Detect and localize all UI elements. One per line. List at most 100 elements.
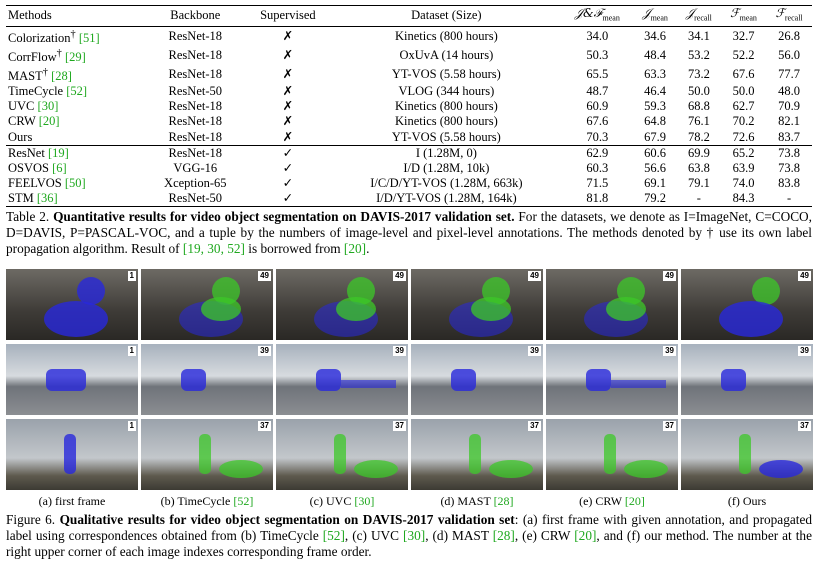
metric-cell: 78.2 <box>687 129 710 144</box>
table-row: TimeCycle [52] ResNet-50 ✗ VLOG (344 hours)… <box>6 84 812 99</box>
mask <box>334 434 346 474</box>
mask <box>354 460 398 478</box>
method-cell: FEELVOS [50] <box>6 176 146 191</box>
mask <box>739 434 751 474</box>
metric-cell: 26.8 <box>778 28 800 43</box>
table-row: OSVOS [6] VGG-16 ✓ I/D (1.28M, 10k) 60.3 56.6… <box>6 161 812 176</box>
metric-cell: 82.1 <box>778 114 800 129</box>
frame-number: 49 <box>258 271 271 281</box>
metric-cell: 69.9 <box>687 145 710 160</box>
result-image: 37 <box>681 419 813 490</box>
header-text: 𝒥 <box>642 6 651 20</box>
caption-span: is borrowed from <box>244 241 344 256</box>
table-row: Ours ResNet-18 ✗ YT-VOS (5.58 hours) 70.3 67.… <box>6 130 812 146</box>
table-caption: Table 2. Quantitative results for video … <box>6 209 812 257</box>
caption-span: : (a) first frame with given annotation,… <box>6 512 813 543</box>
result-image: 39 <box>276 344 408 415</box>
frame-number: 37 <box>393 421 406 431</box>
segmentation-overlay <box>199 434 263 478</box>
citation: [29] <box>64 49 86 64</box>
segmentation-overlay <box>604 434 668 478</box>
header-text: ℱ <box>730 6 740 20</box>
metric-cell: 53.2 <box>687 47 710 62</box>
frame-number: 37 <box>528 421 541 431</box>
metric-cell: 34.0 <box>586 28 609 43</box>
metric-cell: 63.9 <box>732 161 755 175</box>
mask <box>219 460 263 478</box>
frame-number: 37 <box>258 421 271 431</box>
frame-number: 1 <box>127 346 136 356</box>
citation: [20] <box>624 494 645 508</box>
table-row: FEELVOS [50] Xception-65 ✓ I/C/D/YT-VOS (1.… <box>6 176 812 191</box>
caption-span: [19, 30, 52] <box>182 241 245 256</box>
metric-cell: 76.1 <box>687 114 710 129</box>
caption-span: , (e) CRW <box>514 528 575 543</box>
mask <box>752 277 780 305</box>
header-cell: 𝒥mean <box>633 6 676 27</box>
citation: [19] <box>47 145 69 160</box>
metric-cell: 50.3 <box>586 47 609 62</box>
citation: [20] <box>38 114 60 129</box>
table-row: STM [36] ResNet-50 ✓ I/D/YT-VOS (1.28M, 164… <box>6 191 812 207</box>
header-row: Methods Backbone Supervised Dataset (Size) 𝒥… <box>6 5 812 27</box>
header-text: 𝒥&ℱ <box>574 6 603 20</box>
caption-span: [52] <box>322 528 345 543</box>
result-image: 37 <box>411 419 543 490</box>
dataset-cell: Kinetics (800 hours) <box>394 28 498 43</box>
citation: [52] <box>66 84 88 99</box>
metric-cell: 77.7 <box>778 66 800 81</box>
mask <box>606 297 646 321</box>
supervised-cell: ✓ <box>282 145 294 160</box>
mask <box>46 369 86 391</box>
supervised-cell: ✓ <box>282 176 294 191</box>
mask <box>759 460 803 478</box>
method-name: OSVOS <box>8 161 49 175</box>
segmentation-overlay <box>739 434 803 478</box>
subcaption-text: (d) MAST <box>440 494 494 508</box>
result-image: 1 <box>6 344 138 415</box>
mask <box>624 460 668 478</box>
segmentation-overlay <box>316 369 396 391</box>
method-name: FEELVOS <box>8 176 62 191</box>
metric-cell: 34.6 <box>644 28 667 43</box>
subcaption: (b) TimeCycle [52] <box>140 494 274 509</box>
row-group: Colorization† [51] ResNet-18 ✗ Kinetics (80… <box>6 26 812 146</box>
mask <box>341 380 396 388</box>
mask <box>471 297 511 321</box>
subcaption-text: (a) first frame <box>38 494 106 508</box>
backbone-cell: VGG-16 <box>173 161 218 175</box>
frame-number: 37 <box>798 421 811 431</box>
frame-number: 39 <box>528 346 541 356</box>
dataset-cell: Kinetics (800 hours) <box>394 99 498 114</box>
method-cell: CRW [20] <box>6 114 146 129</box>
frame-number: 39 <box>663 346 676 356</box>
caption-span: , (c) UVC <box>344 528 404 543</box>
result-image: 37 <box>141 419 273 490</box>
metric-cell: 48.7 <box>586 84 609 99</box>
header-sub: recall <box>694 13 712 23</box>
metric-cell: 67.6 <box>732 66 755 81</box>
subcaption: (d) MAST [28] <box>410 494 544 509</box>
metric-cell: 56.0 <box>778 47 800 62</box>
method-name: CRW <box>8 114 36 129</box>
segmentation-overlay <box>314 277 378 337</box>
metric-cell: 73.8 <box>778 145 800 160</box>
result-image: 49 <box>681 269 813 340</box>
supervised-cell: ✗ <box>282 47 294 62</box>
citation: [28] <box>51 68 72 83</box>
frame-number: 49 <box>393 271 406 281</box>
header-text: Backbone <box>170 8 221 23</box>
metric-cell: 70.9 <box>778 99 800 114</box>
result-image: 1 <box>6 269 138 340</box>
backbone-cell: ResNet-18 <box>168 47 223 62</box>
dataset-cell: I (1.28M, 0) <box>415 145 477 160</box>
metric-cell: 65.5 <box>586 66 609 81</box>
metric-cell: 46.4 <box>644 84 667 99</box>
mask <box>64 434 76 474</box>
image-grid: 1 49 49 49 49 49 1 39 39 39 39 39 1 37 37 37 37 37 <box>6 269 813 490</box>
metric-cell: 70.3 <box>586 129 609 144</box>
metric-cell: 32.7 <box>732 28 755 43</box>
segmentation-overlay <box>179 277 243 337</box>
metric-cell: 71.5 <box>586 176 609 191</box>
metric-cell: 65.2 <box>732 145 755 160</box>
